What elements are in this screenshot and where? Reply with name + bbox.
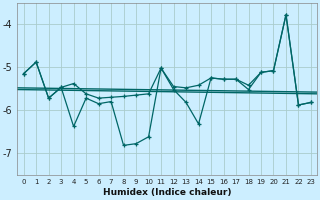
X-axis label: Humidex (Indice chaleur): Humidex (Indice chaleur): [103, 188, 232, 197]
